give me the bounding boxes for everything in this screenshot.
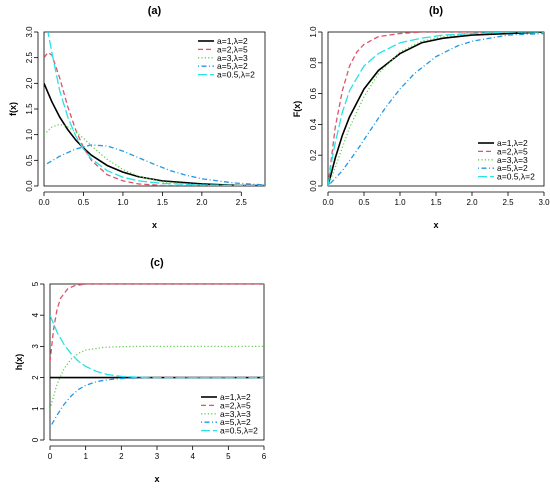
- y-axis-label: h(x): [14, 354, 24, 371]
- series-line-4: [50, 314, 264, 379]
- legend-entry: a=5,λ=2: [217, 61, 248, 71]
- y-tick-label: 1.5: [25, 103, 34, 115]
- y-tick-label: 2.5: [25, 52, 34, 64]
- x-tick-label: 0.5: [358, 198, 370, 207]
- x-axis-label: x: [433, 220, 438, 230]
- x-tick-label: 0: [48, 452, 53, 461]
- legend-entry: a=0.5,λ=2: [217, 70, 255, 80]
- x-tick-label: 3: [155, 452, 160, 461]
- y-tick-label: 4: [31, 312, 40, 317]
- legend-entry: a=5,λ=2: [497, 163, 528, 173]
- x-tick-label: 1.0: [394, 198, 406, 207]
- x-tick-label: 2.5: [502, 198, 514, 207]
- y-tick-label: 2: [31, 375, 40, 380]
- y-tick-label: 0.0: [25, 180, 34, 192]
- series-line-3: [50, 376, 264, 428]
- x-tick-label: 1.0: [117, 198, 129, 207]
- y-axis-label: f(x): [8, 102, 18, 116]
- panel-title: (c): [150, 257, 164, 269]
- series-group: [50, 284, 264, 428]
- legend-entry: a=0.5,λ=2: [220, 426, 258, 436]
- legend-entry: a=3,λ=3: [497, 155, 528, 165]
- series-line-2: [44, 123, 265, 186]
- panel-title: (b): [429, 5, 443, 17]
- y-tick-label: 0.5: [25, 154, 34, 166]
- series-line-1: [50, 284, 264, 363]
- x-axis-label: x: [152, 220, 157, 230]
- y-tick-label: 0.2: [309, 149, 318, 161]
- legend-entry: a=3,λ=3: [220, 409, 251, 419]
- legend: a=1,λ=2a=2,λ=5a=3,λ=3a=5,λ=2a=0.5,λ=2: [478, 138, 535, 182]
- y-tick-label: 0.6: [309, 87, 318, 99]
- legend: a=1,λ=2a=2,λ=5a=3,λ=3a=5,λ=2a=0.5,λ=2: [198, 36, 255, 80]
- panel-title: (a): [148, 5, 162, 17]
- legend-entry: a=2,λ=5: [220, 400, 251, 410]
- legend-entry: a=1,λ=2: [220, 392, 251, 402]
- y-tick-label: 2.0: [25, 77, 34, 89]
- y-axis-label: F(x): [292, 101, 302, 118]
- plot-frame: [327, 31, 545, 187]
- y-tick-label: 1.0: [309, 26, 318, 38]
- x-tick-label: 2.0: [466, 198, 478, 207]
- y-tick-label: 3.0: [25, 26, 34, 38]
- y-tick-label: 1.0: [25, 129, 34, 141]
- x-tick-label: 0.0: [322, 198, 334, 207]
- y-tick-label: 3: [31, 344, 40, 349]
- panel-a: (a) x f(x) 0.0 0.5 1.0 1.5 2.0 2.5 0.0 0.5 1.0 1.5 2.…: [8, 5, 266, 230]
- y-tick-label: 0.0: [309, 180, 318, 192]
- panel-b: (b) x F(x) 0.0 0.5 1.0 1.5 2.0 2.5 3.0 0.0 0.2 0.4 0.…: [292, 5, 550, 230]
- series-line-1: [328, 32, 544, 186]
- panel-c: (c) x h(x) 0 1 2 3 4 5 6 0 1 2 3 4 5 a=1,λ=2a=2,λ=5a=3,λ…: [14, 257, 267, 484]
- x-tick-label: 4: [190, 452, 195, 461]
- series-line-4: [328, 32, 544, 186]
- series-line-0: [44, 83, 265, 186]
- series-group: [328, 32, 544, 186]
- series-line-3: [328, 32, 544, 186]
- legend-entry: a=2,λ=5: [497, 146, 528, 156]
- legend: a=1,λ=2a=2,λ=5a=3,λ=3a=5,λ=2a=0.5,λ=2: [201, 392, 258, 436]
- legend-entry: a=5,λ=2: [220, 417, 251, 427]
- legend-entry: a=2,λ=5: [217, 44, 248, 54]
- y-tick-label: 5: [31, 281, 40, 286]
- x-tick-label: 1.5: [157, 198, 169, 207]
- y-tick-label: 0.8: [309, 57, 318, 69]
- x-tick-label: 0.5: [78, 198, 90, 207]
- x-tick-label: 0.0: [38, 198, 50, 207]
- x-tick-label: 5: [226, 452, 231, 461]
- series-line-4: [47, 32, 265, 186]
- plot-frame: [43, 31, 266, 187]
- x-tick-label: 6: [262, 452, 267, 461]
- legend-entry: a=0.5,λ=2: [497, 172, 535, 182]
- x-tick-label: 3.0: [538, 198, 550, 207]
- y-tick-label: 0: [31, 437, 40, 442]
- x-tick-label: 1: [83, 452, 88, 461]
- x-tick-label: 2.0: [196, 198, 208, 207]
- y-tick-label: 0.4: [309, 118, 318, 130]
- x-tick-label: 2: [119, 452, 124, 461]
- x-axis-label: x: [154, 474, 159, 484]
- legend-entry: a=1,λ=2: [217, 36, 248, 46]
- legend-entry: a=1,λ=2: [497, 138, 528, 148]
- y-tick-label: 1: [31, 406, 40, 411]
- series-group: [44, 32, 265, 186]
- x-tick-label: 1.5: [430, 198, 442, 207]
- legend-entry: a=3,λ=3: [217, 53, 248, 63]
- x-tick-label: 2.5: [236, 198, 248, 207]
